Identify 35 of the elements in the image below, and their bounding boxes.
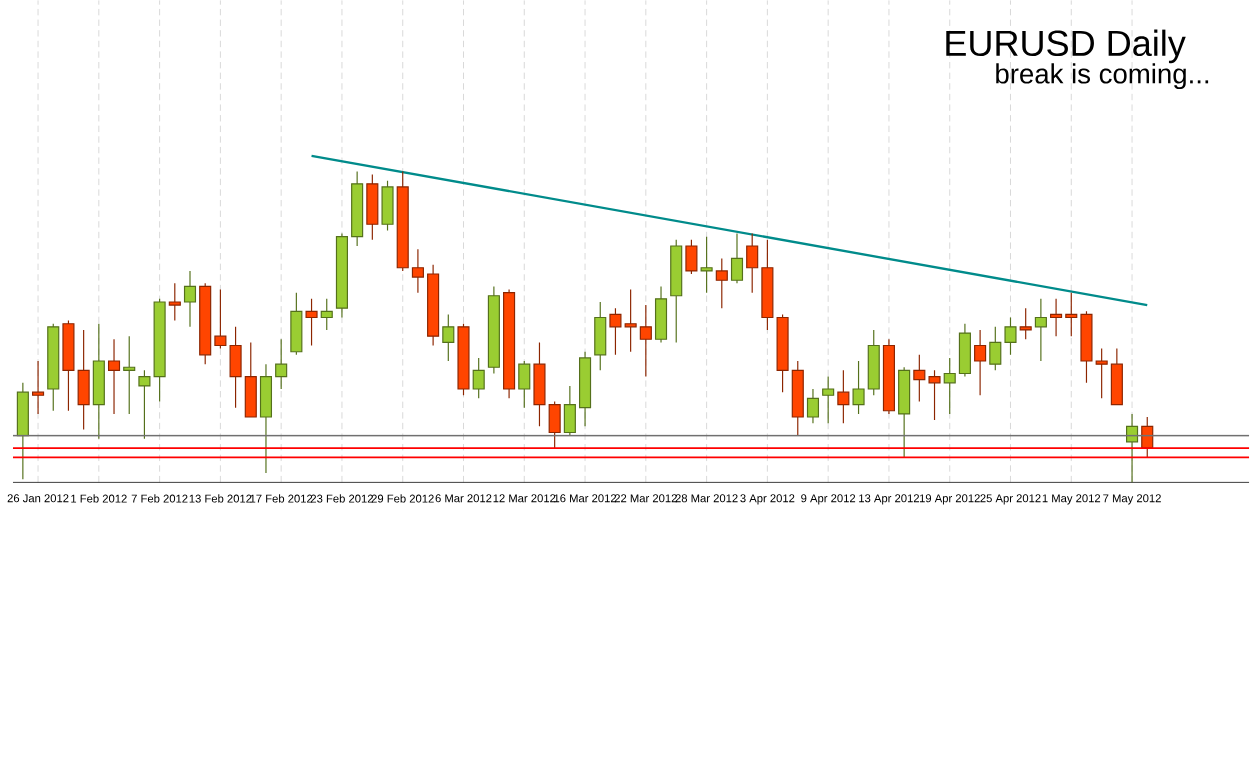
candlestick [1034,298,1047,362]
candlestick [442,314,455,362]
candlestick [366,174,379,241]
candlestick [715,258,728,310]
candlestick [168,283,181,322]
candlestick [822,376,835,425]
candlestick [290,292,303,356]
candlestick [700,236,713,294]
candlestick [837,370,850,425]
candlestick [31,360,45,415]
candlestick [16,382,29,481]
candlestick [472,357,485,400]
chart-title: EURUSD Daily [946,29,1186,64]
candlestick [654,286,668,344]
candlestick [806,388,820,425]
candlestick [381,180,394,232]
chart-subtitle: break is coming... [996,63,1209,90]
candlestick [594,301,607,372]
candlestick [183,270,197,328]
candlestick [320,298,333,331]
candlestick [305,298,318,347]
candlestick [685,239,698,275]
candlestick [487,286,500,375]
candlestick [518,360,531,409]
candlestick [730,233,744,285]
candlestick [670,239,683,344]
candlestick [107,339,121,415]
candlestick [898,366,911,459]
candlestick [974,329,987,397]
candlestick [882,339,895,415]
candlestick [1019,307,1032,341]
candlestick [92,323,105,440]
candlestick [457,323,470,397]
candlestick [503,289,516,400]
candlestick [47,323,60,412]
